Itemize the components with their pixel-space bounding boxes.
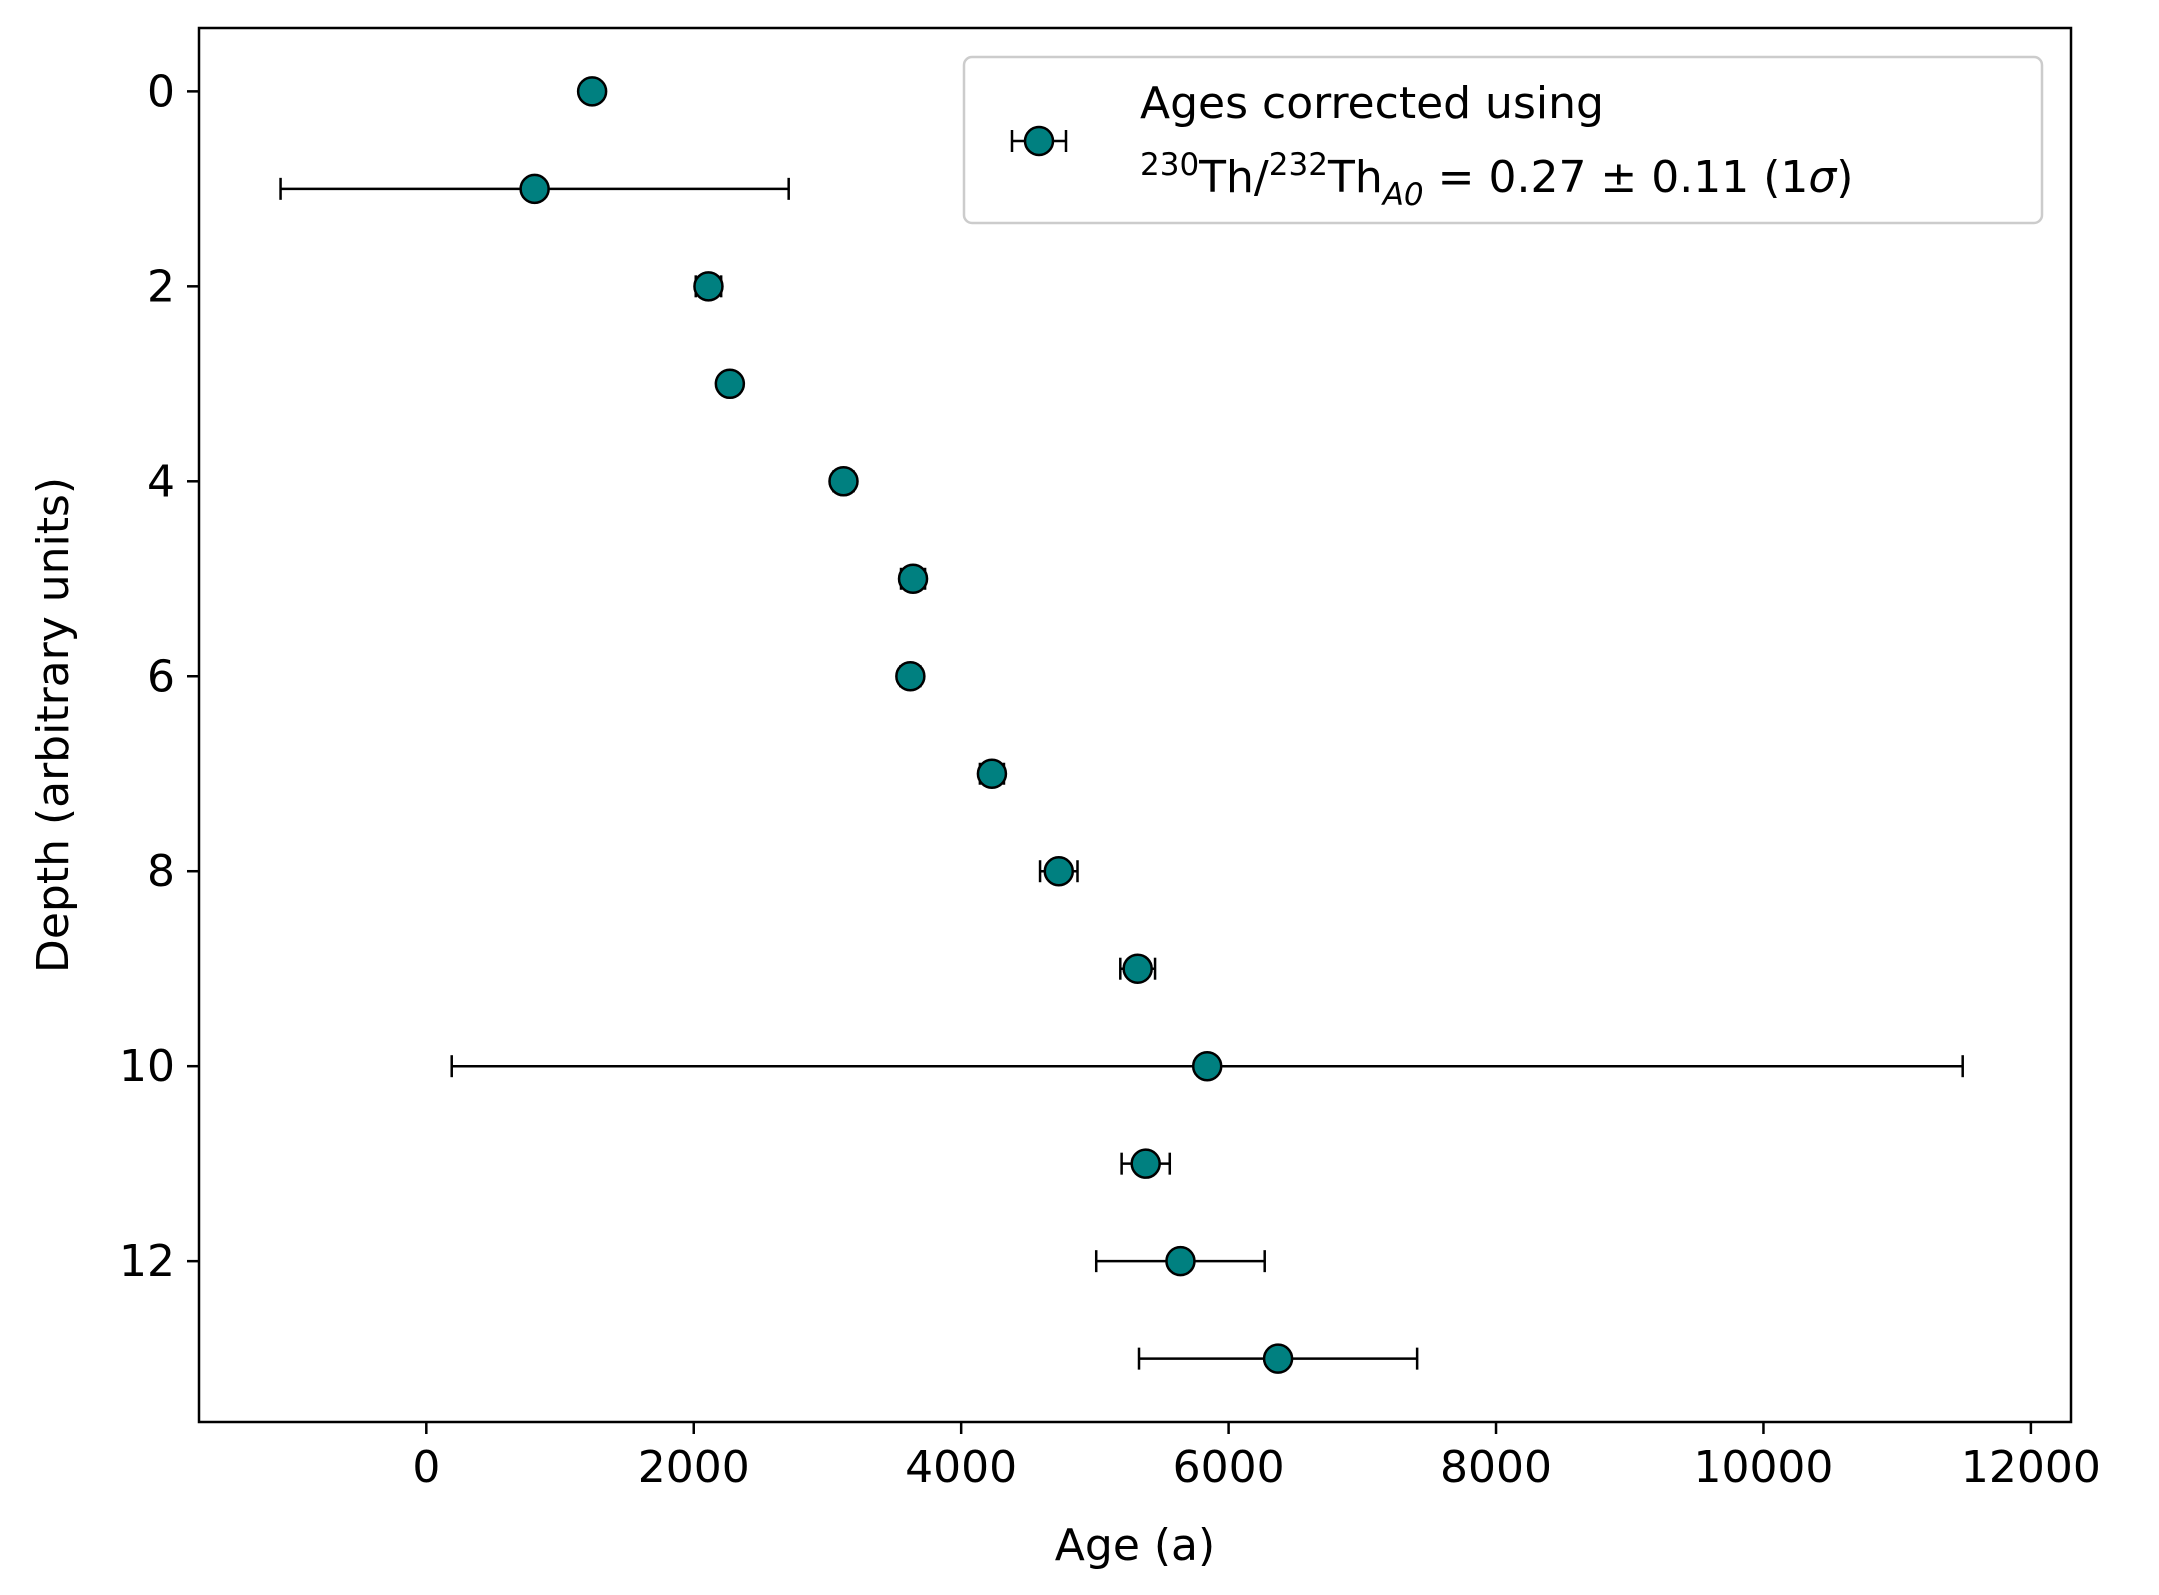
data-point-5 (897, 563, 929, 595)
y-tick-label: 12 (119, 1236, 175, 1287)
legend-line-1: Ages corrected using (1140, 78, 1604, 129)
x-tick-label: 10000 (1693, 1442, 1833, 1493)
errorbar-layer (279, 80, 1964, 1370)
legend: Ages corrected using 230Th/232ThA0 = 0.2… (962, 55, 2044, 225)
y-tick-label: 10 (119, 1041, 175, 1092)
data-point-11 (1130, 1148, 1161, 1179)
x-tick-label: 2000 (638, 1442, 750, 1493)
y-tick-label: 0 (147, 66, 175, 117)
legend-line-2: 230Th/232ThA0 = 0.27 ± 0.11 (1σ) (1140, 147, 1853, 213)
data-point-0 (576, 76, 608, 107)
data-point-13 (1262, 1343, 1294, 1374)
plot-frame (197, 26, 2073, 1424)
data-point-6 (895, 661, 926, 692)
data-point-4 (828, 466, 859, 497)
x-axis-label: Age (a) (1055, 1520, 1215, 1571)
y-tick-label: 2 (147, 261, 175, 312)
y-tick-label: 4 (147, 456, 175, 507)
point-layer (519, 76, 1294, 1374)
x-tick-label: 6000 (1173, 1442, 1285, 1493)
data-point-3 (714, 368, 746, 400)
data-point-7 (976, 758, 1008, 789)
legend-marker-icon (1010, 125, 1068, 157)
data-point-2 (693, 271, 724, 302)
legend-box (962, 55, 2044, 225)
y-tick-label: 8 (147, 846, 175, 897)
data-point-1 (519, 173, 550, 205)
data-point-10 (1191, 1050, 1223, 1082)
x-tick-label: 12000 (1961, 1442, 2101, 1493)
y-tick-label: 6 (147, 651, 175, 702)
data-point-9 (1122, 953, 1153, 984)
data-point-8 (1043, 855, 1075, 887)
x-tick-label: 0 (412, 1442, 440, 1493)
x-axis: 0 2000 4000 6000 8000 10000 12000 (412, 1422, 2101, 1493)
x-tick-label: 8000 (1440, 1442, 1552, 1493)
y-axis-label: Depth (arbitrary units) (28, 477, 79, 973)
x-tick-label: 4000 (905, 1442, 1017, 1493)
data-point-12 (1165, 1245, 1196, 1277)
y-axis: 0 2 4 6 8 10 12 (119, 66, 199, 1287)
